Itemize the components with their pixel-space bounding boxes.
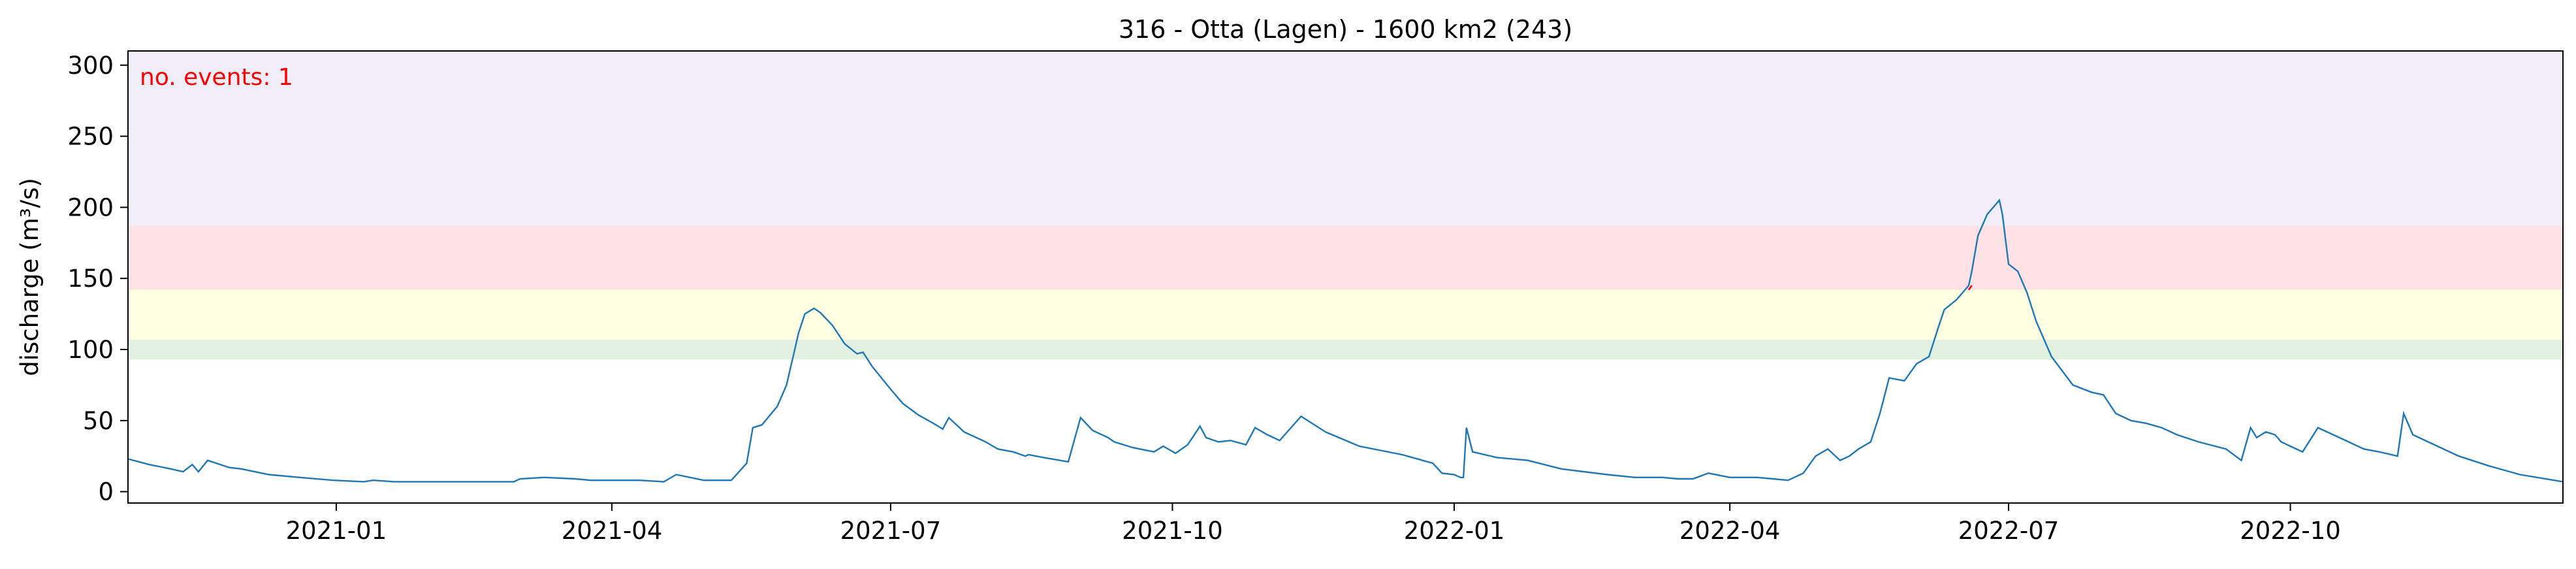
xtick-label: 2022-10 [2240, 517, 2341, 545]
ytick-label: 50 [83, 407, 114, 435]
band-layer [128, 51, 2563, 360]
event-segment [1967, 285, 1973, 291]
chart-title: 316 - Otta (Lagen) - 1600 km2 (243) [1119, 15, 1572, 44]
threshold-band-0 [128, 339, 2563, 360]
xtick-label: 2022-07 [1958, 517, 2059, 545]
plot-frame [127, 50, 2564, 504]
y-axis-label: discharge (m³/s) [16, 178, 44, 376]
ytick-label: 0 [98, 478, 114, 506]
ytick-label: 300 [67, 52, 114, 80]
discharge-series-line [127, 198, 2564, 483]
ytick-label: 200 [67, 193, 114, 221]
xtick-label: 2021-07 [840, 517, 942, 545]
xtick-label: 2022-01 [1404, 517, 1505, 545]
xtick-label: 2021-01 [286, 517, 387, 545]
xtick-label: 2022-04 [1679, 517, 1781, 545]
xtick-label: 2021-10 [1122, 517, 1223, 545]
xtick-label: 2021-04 [562, 517, 663, 545]
event-count-annotation: no. events: 1 [140, 64, 293, 91]
xtick-layer: 2021-01 2021-04 2021-07 2021-10 2022-01 2022-… [286, 503, 2341, 545]
threshold-band-3 [128, 51, 2563, 226]
threshold-band-1 [128, 289, 2563, 340]
ytick-label: 150 [67, 265, 114, 293]
ytick-label: 250 [67, 123, 114, 151]
threshold-band-2 [128, 225, 2563, 290]
ytick-label: 100 [67, 336, 114, 364]
ytick-layer: 0 50 100 150 200 250 300 [67, 52, 128, 506]
